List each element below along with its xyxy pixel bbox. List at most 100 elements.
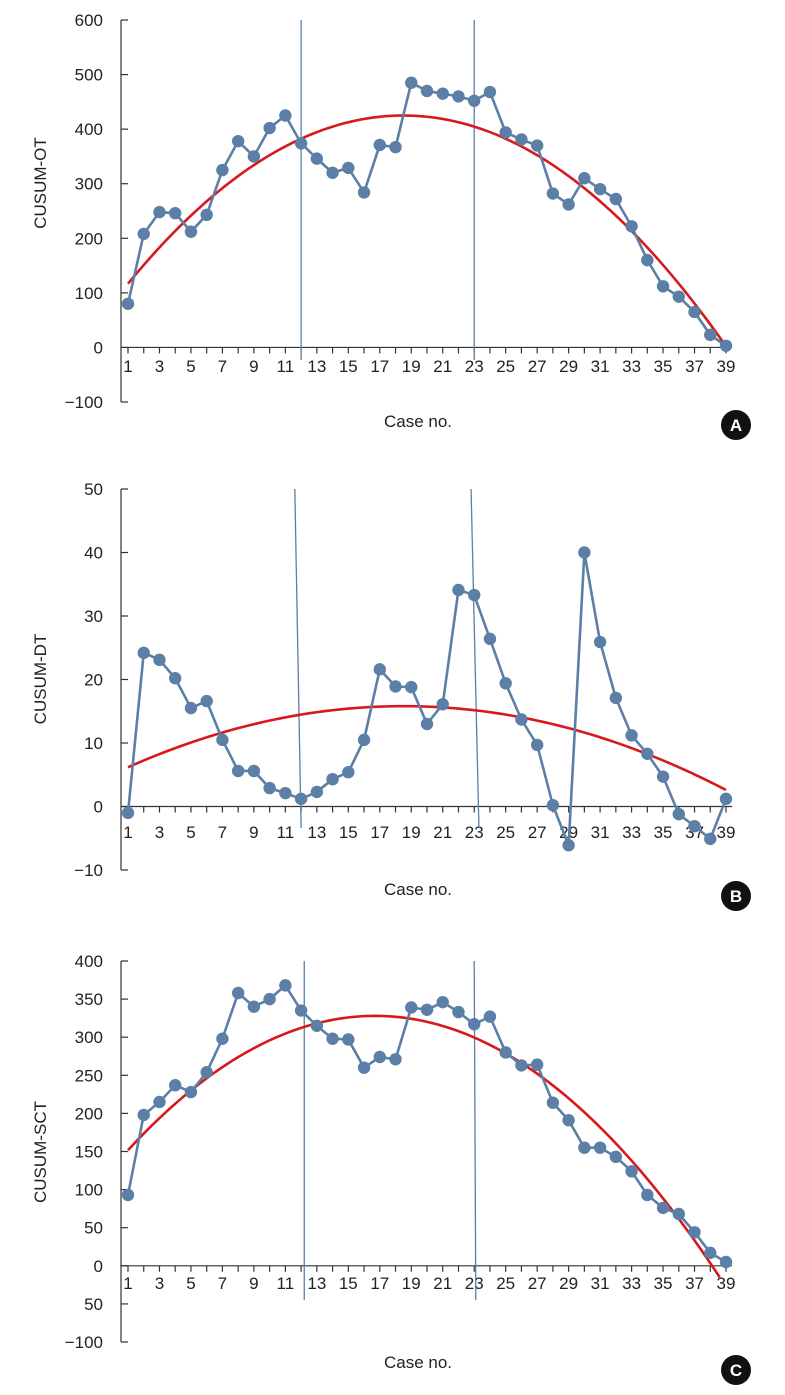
y-tick-label: 200	[75, 229, 103, 248]
data-point	[357, 1061, 371, 1074]
x-tick-label: 37	[685, 1274, 704, 1293]
x-tick-label: 7	[218, 357, 227, 376]
y-tick-label: 50	[84, 1219, 103, 1238]
x-tick-label: 7	[218, 1274, 227, 1293]
panel-badge-circle	[721, 410, 751, 440]
data-point	[452, 90, 465, 103]
data-point	[719, 1255, 733, 1269]
data-point	[200, 1066, 213, 1079]
trend-curve	[127, 704, 727, 792]
data-point	[609, 192, 623, 206]
data-point	[641, 1188, 654, 1202]
x-tick-label: 15	[339, 823, 358, 842]
y-tick-label: 300	[75, 1028, 103, 1047]
y-tick-label: 350	[75, 990, 103, 1009]
data-point	[405, 76, 418, 89]
x-tick-label: 21	[433, 357, 452, 376]
data-point	[578, 546, 591, 559]
phase-divider-1	[294, 488, 302, 829]
data-point	[310, 785, 324, 799]
data-point	[688, 1226, 701, 1239]
data-point	[499, 1046, 512, 1059]
x-tick-label: 19	[402, 357, 421, 376]
data-point	[546, 187, 560, 200]
data-point	[279, 979, 292, 992]
data-point	[373, 663, 386, 676]
data-point	[169, 1079, 182, 1092]
data-point	[452, 583, 465, 597]
x-tick-label: 21	[433, 823, 452, 842]
x-tick-label: 11	[277, 823, 295, 842]
y-tick-label: 500	[75, 66, 103, 85]
data-point	[342, 766, 355, 779]
data-point	[546, 1096, 560, 1109]
data-point	[468, 588, 481, 602]
y-tick-label: 20	[84, 671, 103, 690]
data-point	[656, 770, 670, 783]
y-tick-label: 400	[75, 952, 103, 971]
x-tick-label: 13	[307, 823, 326, 842]
x-tick-label: 5	[186, 357, 195, 376]
data-point	[216, 1032, 229, 1045]
x-tick-label: 27	[528, 1274, 547, 1293]
x-tick-label: 11	[277, 357, 295, 376]
y-tick-label: 150	[75, 1143, 103, 1162]
x-axis-title: Case no.	[384, 1353, 452, 1372]
data-point	[389, 1053, 402, 1066]
y-tick-label: 300	[75, 175, 103, 194]
data-point	[263, 781, 276, 795]
data-point	[342, 1033, 355, 1046]
data-point	[609, 1150, 623, 1164]
data-point	[641, 747, 654, 760]
data-point	[294, 792, 308, 806]
data-point	[468, 94, 481, 107]
y-tick-label: 0	[94, 338, 103, 357]
x-tick-label: 37	[685, 357, 704, 376]
data-point	[263, 992, 276, 1006]
x-tick-label: 15	[339, 1274, 358, 1293]
data-point	[499, 677, 512, 690]
panel-badge: B	[721, 881, 751, 911]
data-point	[530, 1058, 544, 1071]
y-tick-label: 50	[84, 1295, 103, 1314]
data-point	[436, 995, 449, 1009]
data-point	[294, 137, 308, 150]
data-point	[200, 694, 213, 708]
x-tick-label: 3	[155, 1274, 164, 1293]
data-point	[405, 1001, 418, 1014]
data-point	[530, 738, 544, 752]
panel-badge-circle	[721, 1355, 751, 1385]
x-tick-label: 3	[155, 823, 164, 842]
data-point	[184, 1085, 198, 1099]
data-point	[153, 205, 166, 219]
data-point	[121, 806, 135, 820]
data-point	[137, 646, 150, 660]
x-tick-label: 17	[370, 1274, 389, 1293]
panel-badge-letter: C	[730, 1361, 742, 1380]
data-point	[483, 85, 497, 99]
x-tick-label: 1	[123, 357, 132, 376]
data-point	[515, 133, 528, 146]
y-tick-label: −10	[74, 861, 103, 880]
trend-curve	[127, 1014, 721, 1278]
panel-badge-circle	[721, 881, 751, 911]
x-tick-label: 35	[654, 1274, 673, 1293]
data-point	[231, 134, 245, 148]
data-point	[546, 799, 560, 812]
data-point	[310, 1019, 324, 1032]
data-point	[483, 632, 497, 646]
data-point	[137, 1108, 150, 1122]
data-point	[420, 84, 434, 98]
phase-divider-2	[473, 960, 477, 1301]
x-tick-label: 25	[496, 1274, 515, 1293]
x-tick-label: 9	[249, 357, 258, 376]
data-point	[200, 208, 213, 222]
data-point	[704, 1246, 717, 1260]
y-tick-label: 100	[75, 1181, 103, 1200]
x-axis-title: Case no.	[384, 412, 452, 431]
x-tick-label: 17	[370, 823, 389, 842]
data-point	[656, 1201, 670, 1215]
x-tick-label: 1	[123, 823, 132, 842]
y-axis-title: CUSUM-DT	[31, 634, 50, 725]
